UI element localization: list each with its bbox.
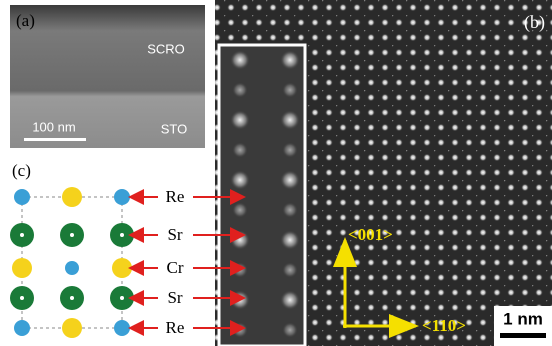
direction-label: <110>: [422, 316, 466, 335]
atom-row: [10, 286, 134, 310]
atom-label: Re: [166, 318, 185, 337]
atom-label: Sr: [167, 225, 182, 244]
panel-label: (a): [16, 11, 35, 30]
atom-row: [12, 258, 132, 278]
scale-bar: [500, 333, 546, 338]
scale-bar: [24, 138, 86, 141]
panel-label: (b): [524, 12, 545, 33]
layer-label: STO: [161, 121, 188, 136]
figure: (a) SCRO 100 nm STO (b) <001> <110> 1 nm…: [0, 0, 552, 346]
layer-label: SCRO: [147, 41, 185, 56]
scale-bar-label: 100 nm: [32, 119, 75, 134]
inset-image: [219, 45, 305, 346]
direction-label: <001>: [348, 225, 393, 244]
atom-label: Cr: [167, 258, 184, 277]
atom-row: [10, 223, 134, 247]
atom-label: Re: [166, 187, 185, 206]
panel-label: (c): [12, 161, 31, 180]
atom-label: Sr: [167, 288, 182, 307]
scale-bar-label: 1 nm: [503, 309, 543, 328]
